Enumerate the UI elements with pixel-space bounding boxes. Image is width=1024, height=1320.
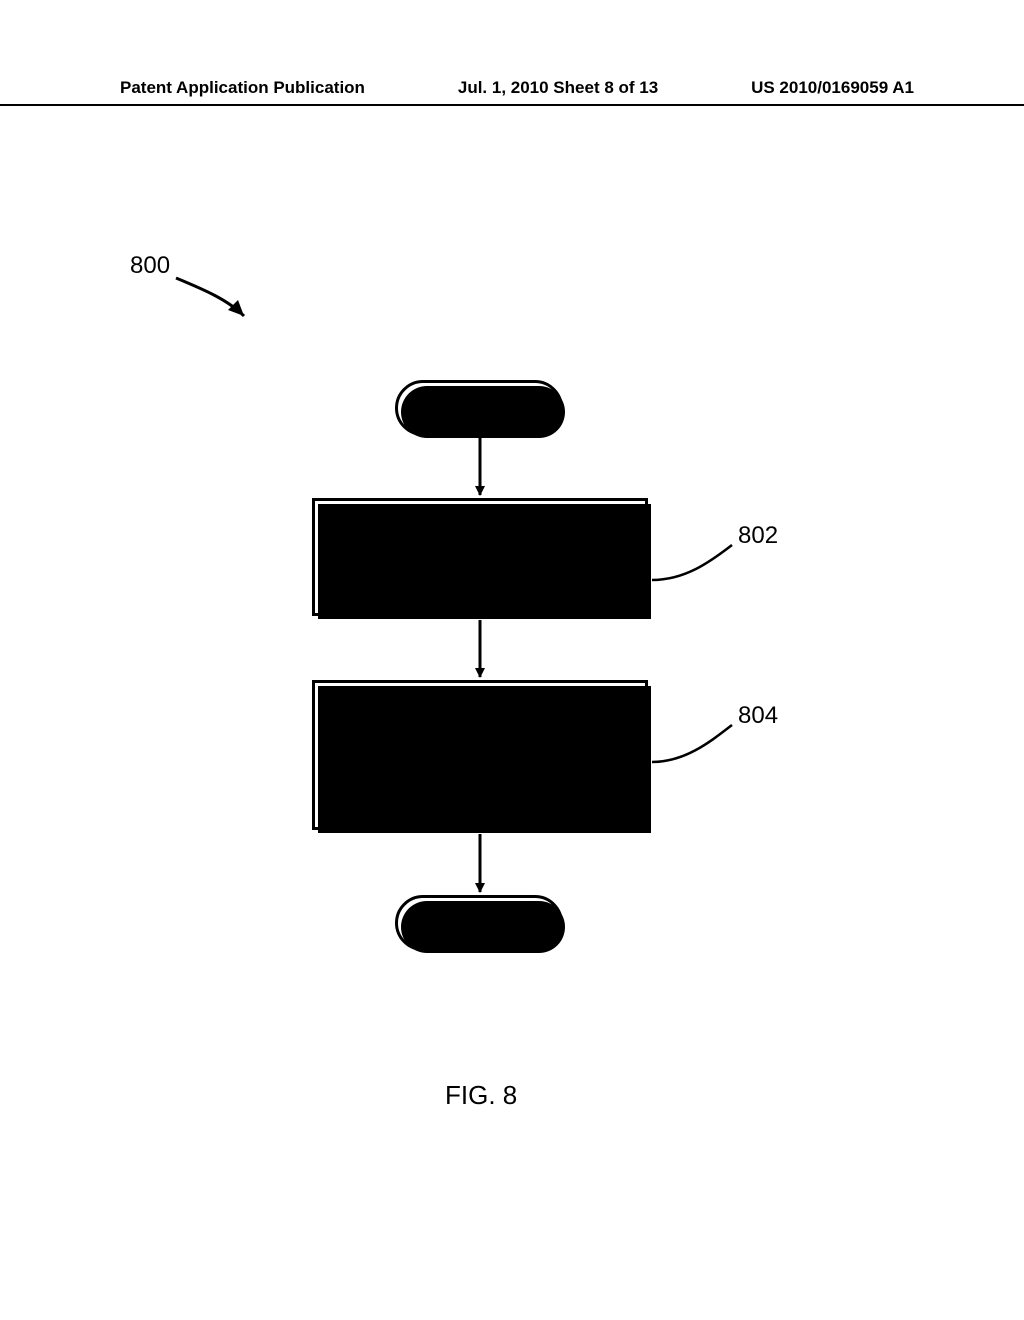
start-label: START (444, 395, 514, 421)
page-header: Patent Application Publication Jul. 1, 2… (0, 78, 1024, 106)
start-node: START (395, 380, 563, 436)
callout-804: 804 (738, 702, 778, 730)
process-step-1: SELECT ONE RENDERING OF EACH LAYER (312, 498, 648, 616)
leader-804 (652, 725, 732, 762)
process-step-1-label: SELECT ONE RENDERING OF EACH LAYER (341, 527, 618, 586)
process-step-2-label: COMBINE SELECTED RENDERINGS TO PRODUCE R… (315, 696, 645, 815)
header-left: Patent Application Publication (120, 78, 365, 98)
flowchart-ref-number: 800 (130, 252, 170, 280)
figure-caption: FIG. 8 (445, 1080, 517, 1111)
header-right: US 2010/0169059 A1 (751, 78, 914, 98)
connector-overlay (0, 0, 1024, 1320)
callout-802: 802 (738, 522, 778, 550)
end-label: END (456, 910, 502, 936)
page: Patent Application Publication Jul. 1, 2… (0, 0, 1024, 1320)
end-node: END (395, 895, 563, 951)
process-step-2: COMBINE SELECTED RENDERINGS TO PRODUCE R… (312, 680, 648, 830)
leader-802 (652, 545, 732, 580)
ref-pointer-arrowhead (228, 300, 244, 316)
header-center: Jul. 1, 2010 Sheet 8 of 13 (458, 78, 658, 98)
ref-pointer-arrow (176, 278, 244, 316)
